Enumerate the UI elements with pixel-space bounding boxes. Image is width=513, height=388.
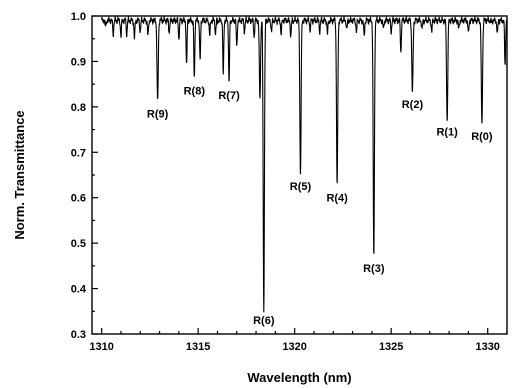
x-tick-label: 1315	[186, 341, 210, 353]
peak-label: R(5)	[290, 181, 312, 193]
peak-label: R(7)	[218, 90, 240, 102]
y-tick-label: 0.7	[71, 147, 86, 159]
x-tick-label: 1320	[282, 341, 306, 353]
peak-label: R(0)	[471, 131, 493, 143]
x-axis-title: Wavelength (nm)	[247, 370, 351, 385]
peak-label: R(1)	[436, 126, 458, 138]
peak-label: R(4)	[326, 192, 348, 204]
peak-label: R(9)	[147, 108, 169, 120]
y-axis-ticks: 0.3 0.4 0.5 0.6 0.7 0.8 0.9 1.0	[71, 11, 98, 341]
y-tick-label: 0.4	[71, 284, 87, 296]
y-axis-title: Norm. Transmittance	[12, 110, 27, 239]
peak-label: R(3)	[363, 263, 385, 275]
y-tick-label: 0.5	[71, 238, 86, 250]
y-tick-label: 0.6	[71, 193, 86, 205]
peak-labels: R(9) R(8) R(7) R(6) R(5) R(4) R(3) R(2) R(1) R(0)	[147, 86, 493, 327]
peak-label: R(8)	[184, 86, 206, 98]
peak-label: R(2)	[402, 99, 424, 111]
x-tick-label: 1310	[89, 341, 113, 353]
y-tick-label: 0.8	[71, 102, 86, 114]
spectrum-line	[101, 14, 508, 313]
peak-label: R(6)	[253, 315, 275, 327]
y-tick-label: 0.9	[71, 56, 86, 68]
plot-area	[91, 14, 508, 335]
y-tick-label: 0.3	[71, 329, 86, 341]
x-tick-label: 1325	[379, 341, 403, 353]
x-axis-ticks: 1310 1315 1320 1325 1330	[89, 328, 508, 353]
x-tick-label: 1330	[475, 341, 499, 353]
y-tick-label: 1.0	[71, 11, 86, 23]
